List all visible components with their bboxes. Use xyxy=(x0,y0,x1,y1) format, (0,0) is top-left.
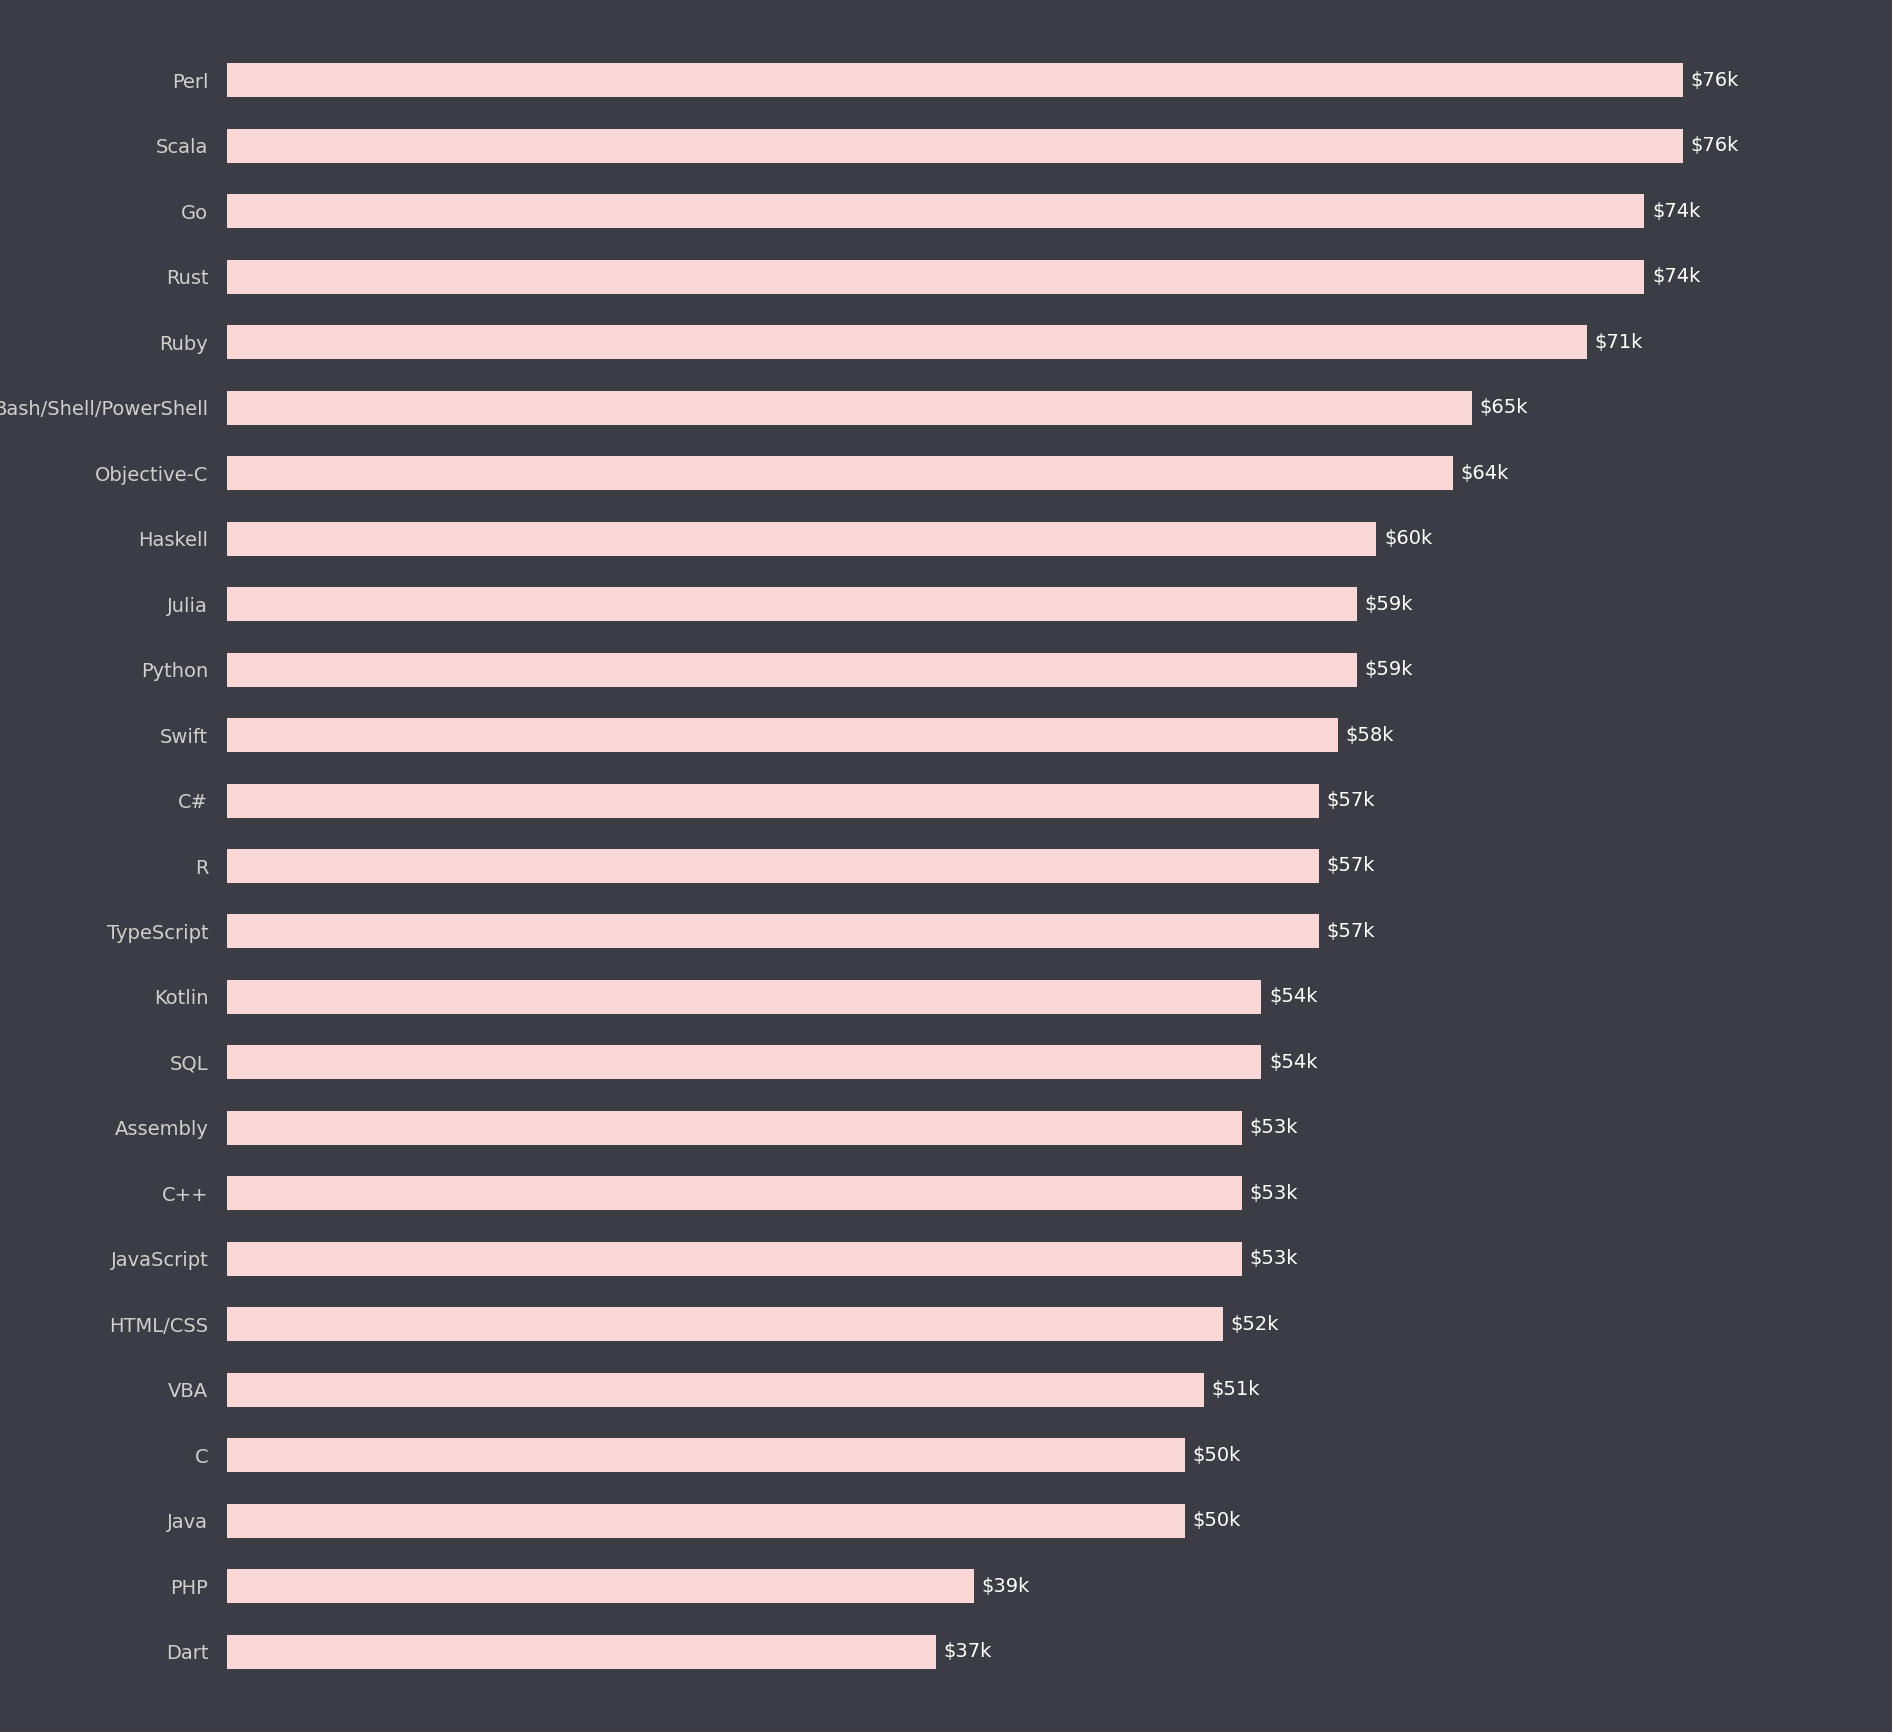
Bar xyxy=(227,1242,1243,1276)
Bar xyxy=(227,849,1319,883)
Bar xyxy=(227,1438,1184,1472)
Bar xyxy=(227,1046,1262,1079)
Text: $58k: $58k xyxy=(1345,726,1394,745)
Text: $53k: $53k xyxy=(1251,1249,1298,1268)
Text: $76k: $76k xyxy=(1690,71,1739,90)
Bar xyxy=(227,1373,1203,1406)
Text: $50k: $50k xyxy=(1192,1446,1241,1465)
Text: $54k: $54k xyxy=(1270,1053,1317,1072)
Bar xyxy=(227,521,1375,556)
Bar xyxy=(227,980,1262,1013)
Text: $50k: $50k xyxy=(1192,1510,1241,1529)
Text: $64k: $64k xyxy=(1461,464,1510,483)
Bar xyxy=(227,1569,974,1604)
Bar xyxy=(227,194,1644,229)
Bar xyxy=(227,719,1338,752)
Bar xyxy=(227,391,1472,424)
Bar xyxy=(227,1176,1243,1211)
Text: $74k: $74k xyxy=(1652,203,1701,222)
Text: $76k: $76k xyxy=(1690,137,1739,156)
Text: $59k: $59k xyxy=(1364,660,1413,679)
Text: $71k: $71k xyxy=(1595,333,1642,352)
Text: $57k: $57k xyxy=(1326,921,1375,940)
Text: $39k: $39k xyxy=(982,1576,1029,1595)
Bar xyxy=(227,64,1682,97)
Bar xyxy=(227,587,1357,622)
Bar xyxy=(227,653,1357,686)
Text: $53k: $53k xyxy=(1251,1183,1298,1202)
Bar xyxy=(227,456,1453,490)
Text: $51k: $51k xyxy=(1211,1380,1260,1399)
Text: $60k: $60k xyxy=(1383,530,1432,549)
Bar xyxy=(227,914,1319,949)
Text: $52k: $52k xyxy=(1230,1315,1279,1334)
Text: $54k: $54k xyxy=(1270,987,1317,1006)
Bar xyxy=(227,1308,1222,1341)
Text: $57k: $57k xyxy=(1326,857,1375,875)
Bar xyxy=(227,260,1644,294)
Bar xyxy=(227,1110,1243,1145)
Text: $53k: $53k xyxy=(1251,1119,1298,1138)
Text: $57k: $57k xyxy=(1326,792,1375,811)
Bar xyxy=(227,128,1682,163)
Bar xyxy=(227,783,1319,818)
Bar xyxy=(227,326,1587,359)
Text: $65k: $65k xyxy=(1480,398,1529,417)
Bar xyxy=(227,1503,1184,1538)
Text: $37k: $37k xyxy=(944,1642,991,1661)
Text: $74k: $74k xyxy=(1652,267,1701,286)
Bar xyxy=(227,1635,937,1668)
Text: $59k: $59k xyxy=(1364,594,1413,613)
